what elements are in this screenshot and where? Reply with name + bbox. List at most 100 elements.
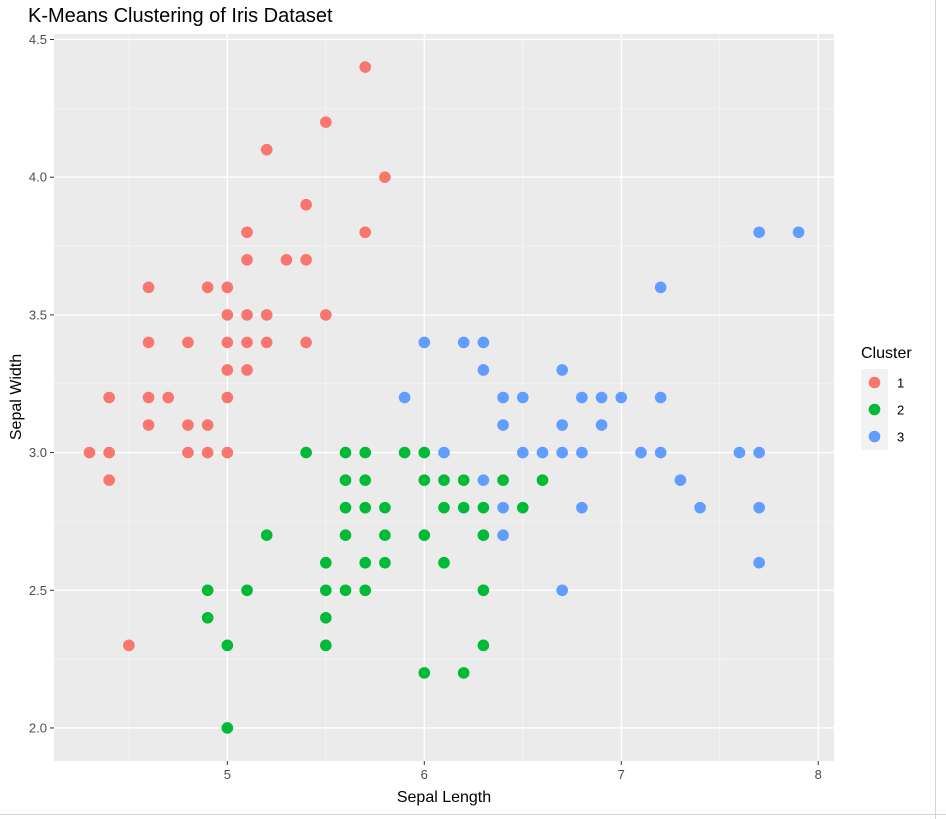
data-point-cluster-2 (379, 501, 391, 514)
window-edge-right (935, 0, 936, 819)
data-point-cluster-1 (260, 143, 273, 156)
data-point-cluster-1 (201, 281, 214, 294)
data-point-cluster-3 (438, 446, 450, 459)
data-point-cluster-2 (379, 529, 391, 541)
data-point-cluster-3 (753, 501, 765, 514)
x-tick-label: 6 (421, 767, 428, 782)
data-point-cluster-2 (359, 446, 372, 459)
panel-background (54, 34, 834, 761)
data-point-cluster-1 (280, 254, 293, 266)
data-point-cluster-1 (142, 336, 155, 349)
y-tick-label: 2.0 (29, 720, 47, 735)
y-tick-label: 4.0 (29, 170, 47, 185)
data-point-cluster-3 (635, 446, 647, 459)
data-point-cluster-1 (182, 336, 194, 349)
data-point-cluster-1 (142, 419, 155, 431)
data-point-cluster-2 (339, 446, 352, 459)
data-point-cluster-3 (398, 391, 411, 404)
data-point-cluster-2 (320, 639, 332, 652)
data-point-cluster-3 (516, 446, 529, 459)
data-point-cluster-1 (162, 391, 175, 404)
legend-key-3 (868, 430, 881, 443)
data-point-cluster-1 (123, 639, 135, 652)
data-point-cluster-2 (201, 584, 214, 597)
data-point-cluster-3 (576, 501, 588, 514)
data-point-cluster-3 (556, 364, 568, 376)
data-point-cluster-3 (733, 446, 746, 459)
data-point-cluster-2 (359, 556, 372, 569)
legend: Cluster 1 2 3 (861, 345, 912, 450)
data-point-cluster-2 (320, 556, 332, 569)
data-point-cluster-2 (438, 556, 450, 569)
data-point-cluster-3 (595, 391, 608, 404)
data-point-cluster-1 (221, 281, 234, 294)
x-tick-label: 5 (224, 767, 231, 782)
data-point-cluster-1 (300, 198, 312, 211)
data-point-cluster-2 (438, 501, 450, 514)
data-point-cluster-3 (497, 391, 509, 404)
data-point-cluster-1 (241, 336, 253, 349)
data-point-cluster-3 (556, 419, 568, 431)
data-point-cluster-1 (201, 419, 214, 431)
data-point-cluster-1 (379, 171, 391, 183)
data-point-cluster-1 (142, 281, 155, 294)
data-point-cluster-3 (576, 391, 588, 404)
data-point-cluster-2 (260, 529, 273, 541)
data-point-cluster-2 (516, 501, 529, 514)
data-point-cluster-1 (359, 61, 372, 73)
data-point-cluster-2 (379, 556, 391, 569)
data-point-cluster-3 (654, 281, 667, 294)
data-point-cluster-3 (556, 584, 568, 597)
data-point-cluster-3 (792, 226, 805, 239)
data-point-cluster-3 (753, 226, 765, 239)
data-point-cluster-3 (516, 391, 529, 404)
data-point-cluster-2 (201, 612, 214, 624)
data-point-cluster-2 (418, 529, 431, 541)
data-point-cluster-2 (438, 474, 450, 486)
data-point-cluster-2 (477, 584, 490, 597)
legend-label: 1 (897, 376, 904, 391)
data-point-cluster-3 (477, 364, 490, 376)
data-point-cluster-1 (142, 391, 155, 404)
data-point-cluster-3 (654, 446, 667, 459)
data-point-cluster-1 (83, 446, 96, 459)
data-point-cluster-1 (260, 336, 273, 349)
data-point-cluster-1 (221, 309, 234, 321)
data-point-cluster-1 (241, 364, 253, 376)
y-tick-label: 3.0 (29, 445, 47, 460)
data-point-cluster-2 (300, 446, 312, 459)
axes: 5 6 7 8 2.0 2.5 3.0 3.5 4.0 4.5 (29, 32, 822, 782)
data-point-cluster-2 (339, 474, 352, 486)
data-point-cluster-2 (457, 474, 470, 486)
data-point-cluster-2 (477, 639, 490, 652)
data-point-cluster-1 (103, 391, 115, 404)
y-tick-label: 4.5 (29, 32, 47, 47)
data-point-cluster-3 (457, 336, 470, 349)
data-point-cluster-2 (221, 639, 234, 652)
data-point-cluster-3 (753, 556, 765, 569)
data-point-cluster-1 (182, 419, 194, 431)
data-point-cluster-2 (536, 474, 549, 486)
data-point-cluster-2 (359, 584, 372, 597)
data-point-cluster-2 (339, 584, 352, 597)
data-point-cluster-3 (615, 391, 628, 404)
data-point-cluster-2 (418, 667, 431, 679)
data-point-cluster-1 (260, 309, 273, 321)
legend-label: 3 (897, 430, 904, 445)
x-axis-title: Sepal Length (397, 789, 491, 806)
data-point-cluster-1 (182, 446, 194, 459)
data-point-cluster-1 (300, 336, 312, 349)
data-point-cluster-2 (418, 474, 431, 486)
data-point-cluster-1 (221, 446, 234, 459)
data-point-cluster-1 (300, 254, 312, 266)
data-points (83, 61, 805, 734)
data-point-cluster-3 (753, 446, 765, 459)
legend-key-1 (868, 376, 881, 389)
data-point-cluster-3 (694, 501, 706, 514)
data-point-cluster-3 (477, 474, 490, 486)
data-point-cluster-3 (674, 474, 687, 486)
legend-key-2 (868, 403, 881, 416)
data-point-cluster-1 (201, 446, 214, 459)
